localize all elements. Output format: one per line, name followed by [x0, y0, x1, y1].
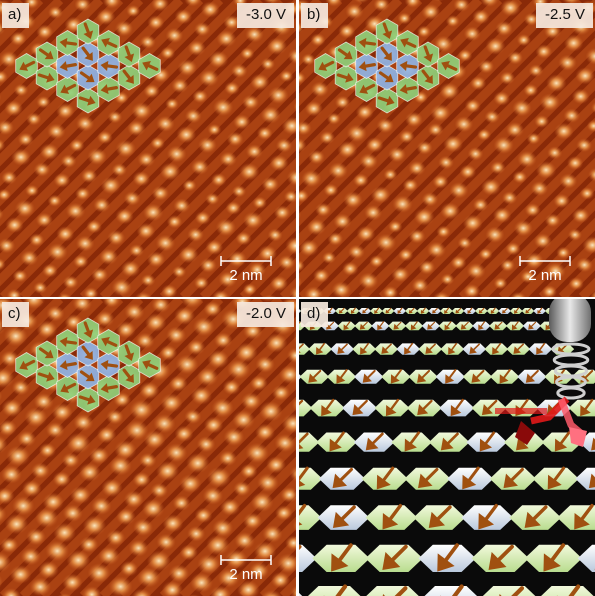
panel-c: c) -2.0 V 2 nm: [0, 299, 296, 596]
scale-bar-line-b: [519, 256, 571, 266]
scale-bar-label-b: 2 nm: [528, 267, 562, 284]
panel-a: a) -3.0 V 2 nm: [0, 0, 296, 297]
scale-bar-label-a: 2 nm: [229, 267, 263, 284]
scale-bar-line-c: [220, 555, 272, 565]
panel-label-c: c): [2, 302, 29, 327]
spin-hexagon-overlay-b: [314, 18, 460, 114]
scale-bar-line-a: [220, 256, 272, 266]
scale-bar-label-c: 2 nm: [229, 566, 263, 583]
bias-voltage-c: -2.0 V: [236, 302, 294, 327]
panel-b: b) -2.5 V 2 nm: [299, 0, 595, 297]
bias-voltage-a: -3.0 V: [236, 3, 294, 28]
spin-arrow-icon: [495, 396, 587, 447]
stm-tip-icon: [549, 299, 591, 400]
spin-lattice-illustration: [299, 299, 595, 596]
scale-bar-b: 2 nm: [519, 255, 571, 285]
bias-voltage-b: -2.5 V: [535, 3, 593, 28]
scale-bar-a: 2 nm: [220, 255, 272, 285]
panel-label-a: a): [2, 3, 30, 28]
spin-hexagon-overlay-c: [15, 317, 161, 413]
scale-bar-c: 2 nm: [220, 554, 272, 584]
spin-hexagon-overlay-a: [15, 18, 161, 114]
panel-label-d: d): [301, 302, 329, 327]
panel-label-b: b): [301, 3, 329, 28]
stm-image-a: [0, 0, 296, 297]
panel-d: d): [299, 299, 595, 596]
